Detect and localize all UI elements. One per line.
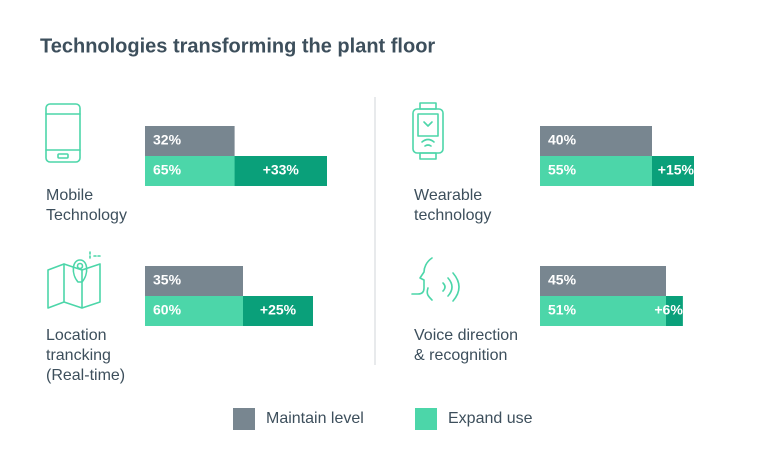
- legend-label: Maintain level: [266, 410, 364, 427]
- difference-label: +15%: [658, 162, 695, 178]
- map-icon: [47, 251, 101, 309]
- category-label: Location: [46, 327, 107, 344]
- legend-swatch: [233, 408, 255, 430]
- value-label: 32%: [153, 132, 182, 148]
- voice-icon: [411, 257, 460, 302]
- category-label: Mobile: [46, 187, 93, 204]
- difference-bar: [666, 296, 683, 326]
- bar: [540, 266, 666, 296]
- difference-label: +33%: [263, 162, 300, 178]
- difference-bar: [652, 156, 694, 186]
- value-label: 35%: [153, 272, 182, 288]
- difference-label: +25%: [260, 302, 297, 318]
- phone-icon: [45, 103, 81, 163]
- difference-bar: [243, 296, 313, 326]
- value-label: 55%: [548, 162, 577, 178]
- watch-icon: [412, 102, 444, 160]
- bar: [540, 296, 683, 326]
- category-label: Voice direction: [414, 327, 518, 344]
- bar: [540, 126, 652, 156]
- value-label: 60%: [153, 302, 182, 318]
- bar: [145, 126, 235, 156]
- value-label: 45%: [548, 272, 577, 288]
- category-label: (Real-time): [46, 367, 125, 384]
- value-label: 65%: [153, 162, 182, 178]
- value-label: 40%: [548, 132, 577, 148]
- difference-label: +6%: [654, 302, 683, 318]
- category-label: Wearable: [414, 187, 482, 204]
- legend-swatch: [415, 408, 437, 430]
- legend-label: Expand use: [448, 410, 533, 427]
- category-label: technology: [414, 207, 491, 224]
- category-label: Technology: [46, 207, 127, 224]
- chart-title: Technologies transforming the plant floo…: [40, 35, 435, 57]
- category-label: trancking: [46, 347, 111, 364]
- bar: [145, 266, 243, 296]
- difference-bar: [234, 156, 327, 186]
- value-label: 51%: [548, 302, 577, 318]
- category-label: & recognition: [414, 347, 507, 364]
